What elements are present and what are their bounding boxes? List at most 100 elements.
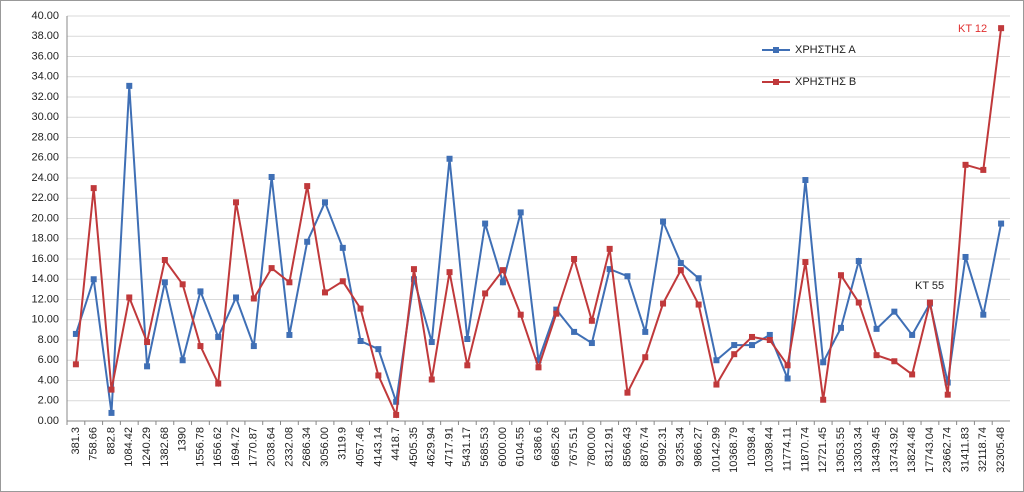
y-tick-label: 32.00: [31, 91, 59, 103]
data-point: [410, 266, 417, 273]
data-point: [642, 354, 649, 361]
y-tick-label: 28.00: [31, 131, 59, 143]
data-point: [677, 260, 684, 267]
data-point: [535, 357, 542, 364]
x-tick-label: 1084.42: [123, 427, 135, 467]
data-point: [944, 391, 951, 398]
x-tick-label: 3056.00: [319, 427, 331, 467]
x-tick-label: 8876.74: [639, 427, 651, 467]
data-point: [980, 311, 987, 318]
data-point: [126, 294, 133, 301]
data-point: [233, 294, 240, 301]
data-point: [962, 253, 969, 260]
x-tick-label: 11774.11: [782, 427, 794, 471]
data-point: [517, 209, 524, 216]
x-tick-label: 1556.78: [194, 427, 206, 467]
data-point: [393, 398, 400, 405]
data-point: [695, 301, 702, 308]
x-tick-label: 13824.48: [906, 427, 918, 473]
data-point: [286, 279, 293, 286]
data-point: [321, 199, 328, 206]
x-tick-label: 4057.46: [354, 427, 366, 467]
x-tick-label: 1770.87: [248, 427, 260, 467]
x-tick-label: 8312.91: [604, 427, 616, 467]
data-point: [998, 220, 1005, 227]
data-point: [820, 359, 827, 366]
y-tick-label: 12.00: [31, 293, 59, 305]
data-point: [926, 299, 933, 306]
x-tick-label: 13743.92: [888, 427, 900, 473]
y-tick-label: 14.00: [31, 273, 59, 285]
data-point: [980, 166, 987, 173]
data-point: [250, 295, 257, 302]
data-point: [891, 358, 898, 365]
x-tick-label: 1382.68: [159, 427, 171, 467]
data-point: [855, 299, 862, 306]
x-tick-label: 1656.62: [212, 427, 224, 467]
y-tick-label: 26.00: [31, 152, 59, 164]
data-point: [357, 305, 364, 312]
x-tick-label: 5431.17: [461, 427, 473, 467]
x-tick-label: 10142.99: [710, 427, 722, 473]
data-point: [571, 256, 578, 262]
data-point: [108, 386, 115, 393]
data-point: [713, 357, 720, 364]
data-point: [553, 310, 560, 317]
x-tick-label: 10368.79: [728, 427, 740, 473]
data-point: [304, 238, 311, 245]
data-point: [837, 324, 844, 331]
data-point: [962, 161, 969, 168]
data-point: [108, 409, 115, 416]
x-tick-label: 6386.6: [532, 427, 544, 461]
x-tick-label: 6685.26: [550, 427, 562, 467]
x-tick-label: 4629.94: [426, 427, 438, 467]
legend-label: ΧΡΗΣΤΗΣ Α: [795, 44, 856, 56]
y-tick-label: 2.00: [38, 395, 59, 407]
data-point: [909, 331, 916, 338]
y-tick-label: 36.00: [31, 50, 59, 62]
x-tick-label: 13303.34: [853, 427, 865, 473]
data-point: [410, 276, 417, 283]
x-tick-label: 2686.34: [301, 427, 313, 467]
x-tick-label: 23662.74: [942, 427, 954, 473]
data-point: [215, 333, 222, 340]
x-tick-label: 11870.74: [799, 427, 811, 472]
data-point: [606, 266, 613, 273]
data-point: [268, 265, 275, 272]
data-point: [339, 244, 346, 251]
data-point: [606, 245, 613, 252]
y-tick-label: 4.00: [38, 374, 59, 386]
x-tick-label: 9092.31: [657, 427, 669, 467]
legend-label: ΧΡΗΣΤΗΣ Β: [795, 76, 856, 88]
data-point: [802, 259, 809, 266]
legend-marker: [773, 79, 779, 85]
data-point: [820, 396, 827, 403]
y-tick-label: 30.00: [31, 111, 59, 123]
data-point: [197, 288, 204, 295]
data-point: [731, 351, 738, 358]
data-point: [428, 339, 435, 346]
y-tick-label: 38.00: [31, 30, 59, 42]
data-point: [891, 308, 898, 315]
data-point: [482, 290, 489, 297]
data-point: [749, 342, 756, 349]
y-tick-label: 40.00: [31, 10, 59, 22]
x-tick-label: 2038.64: [266, 427, 278, 467]
x-tick-label: 882.8: [105, 427, 117, 455]
x-tick-label: 12721.45: [817, 427, 829, 473]
data-point: [588, 340, 595, 347]
x-tick-label: 9866.27: [693, 427, 705, 467]
data-point: [144, 339, 151, 346]
legend-marker: [773, 47, 779, 53]
data-point: [873, 352, 880, 359]
data-point: [571, 328, 578, 335]
data-point: [90, 185, 97, 192]
x-tick-label: 4143.14: [372, 427, 384, 467]
data-point: [321, 289, 328, 296]
y-tick-label: 16.00: [31, 253, 59, 265]
data-point: [624, 273, 631, 280]
data-point: [499, 267, 506, 274]
data-point: [784, 362, 791, 369]
annotation: KT 55: [915, 280, 944, 292]
data-point: [695, 275, 702, 282]
